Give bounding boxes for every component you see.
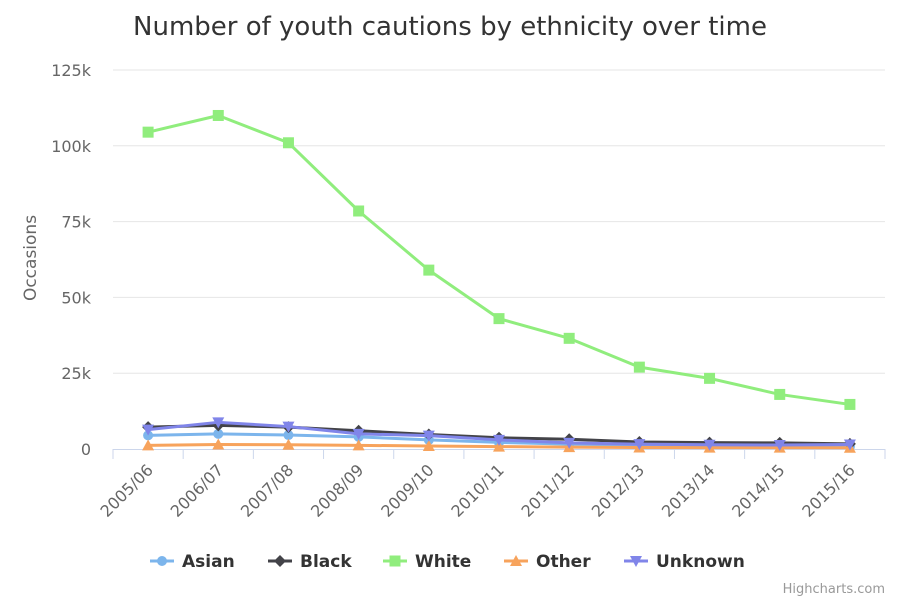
y-axis-title: Occasions [21, 215, 41, 301]
chart-title: Number of youth cautions by ethnicity ov… [133, 12, 767, 42]
gridlines [113, 69, 885, 374]
data-point-other[interactable] [493, 440, 505, 452]
data-point-other[interactable] [422, 439, 435, 451]
series-white [142, 109, 856, 410]
data-point-other[interactable] [212, 438, 225, 450]
data-point-unknown[interactable] [563, 437, 576, 449]
y-tick-label: 75k [61, 213, 91, 232]
y-tick-label: 125k [51, 61, 92, 80]
y-axis-ticks: 0 25k 50k 75k 100k 125k [51, 61, 92, 459]
y-tick-label: 50k [61, 288, 91, 307]
data-point-unknown[interactable] [352, 428, 365, 440]
legend-label-unknown: Unknown [656, 552, 745, 572]
data-point-white[interactable] [704, 372, 716, 384]
x-tick-label: 2008/09 [307, 460, 367, 520]
legend-symbol-white [389, 555, 401, 567]
x-tick-label: 2015/16 [798, 460, 858, 520]
data-point-unknown[interactable] [633, 439, 646, 451]
legend-symbol-unknown [630, 556, 642, 567]
data-point-white[interactable] [774, 388, 786, 400]
legend-symbol-black [274, 555, 286, 567]
data-point-asian[interactable] [213, 428, 224, 439]
data-point-unknown[interactable] [282, 421, 295, 433]
legend-label-black: Black [300, 552, 352, 572]
credits-link[interactable]: Highcharts.com [783, 582, 885, 597]
series-line-white [147, 113, 851, 406]
x-tick-label: 2006/07 [167, 460, 227, 520]
legend-item-other[interactable]: Other [504, 552, 591, 572]
x-tick-label: 2011/12 [518, 460, 578, 520]
data-point-unknown[interactable] [703, 439, 716, 451]
legend-item-asian[interactable]: Asian [150, 552, 235, 572]
data-point-white[interactable] [493, 313, 505, 325]
data-point-white[interactable] [142, 126, 154, 138]
legend-item-white[interactable]: White [383, 552, 471, 572]
legend-label-white: White [415, 552, 471, 572]
x-axis: 2005/06 2006/07 2007/08 2008/09 2009/10 2010/… [96, 449, 886, 521]
x-tick-label: 2005/06 [96, 460, 156, 520]
y-tick-label: 25k [61, 364, 91, 383]
x-tick-label: 2013/14 [658, 460, 718, 520]
data-point-white[interactable] [282, 137, 294, 149]
series-unknown [142, 417, 856, 452]
x-tick-label: 2007/08 [237, 460, 297, 520]
legend-label-asian: Asian [182, 552, 235, 572]
data-point-unknown[interactable] [422, 430, 435, 442]
data-point-white[interactable] [353, 205, 365, 217]
data-point-unknown[interactable] [212, 417, 225, 429]
legend-item-black[interactable]: Black [268, 552, 352, 572]
y-tick-label: 0 [81, 440, 91, 459]
x-tick-label: 2014/15 [728, 460, 788, 520]
data-point-other[interactable] [282, 438, 295, 450]
legend: Asian Black White Other Unknown [150, 552, 745, 572]
data-point-unknown[interactable] [493, 434, 505, 446]
series-group [142, 109, 856, 453]
legend-symbol-other [510, 555, 522, 566]
x-tick-label: 2012/13 [588, 460, 648, 520]
data-point-unknown[interactable] [843, 439, 856, 451]
x-tick-label: 2010/11 [447, 460, 507, 520]
data-point-other[interactable] [352, 439, 365, 451]
data-point-white[interactable] [423, 264, 435, 276]
data-point-white[interactable] [844, 398, 856, 410]
data-point-asian[interactable] [283, 430, 294, 441]
data-point-other[interactable] [142, 439, 155, 451]
legend-label-other: Other [536, 552, 591, 572]
legend-item-unknown[interactable]: Unknown [624, 552, 745, 572]
data-point-white[interactable] [563, 332, 575, 344]
data-point-white[interactable] [633, 361, 645, 373]
data-point-unknown[interactable] [773, 440, 786, 452]
data-point-white[interactable] [212, 109, 224, 121]
y-tick-label: 100k [51, 137, 92, 156]
x-tick-label: 2009/10 [377, 460, 437, 520]
data-point-unknown[interactable] [142, 424, 155, 436]
legend-symbol-asian [157, 556, 167, 566]
